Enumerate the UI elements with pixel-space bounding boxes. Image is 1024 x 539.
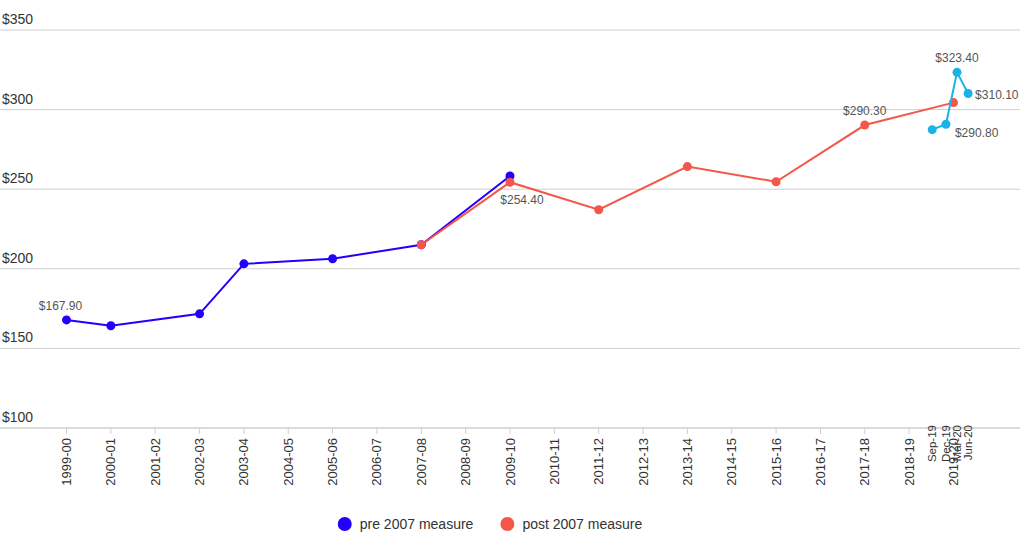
data-label: $254.40 (500, 193, 544, 207)
x-tick (598, 428, 599, 434)
data-label: $167.90 (39, 299, 83, 313)
grid-line (0, 268, 1020, 269)
x-tick (288, 428, 289, 434)
data-point (953, 68, 962, 77)
point-label: Sep-19 (926, 425, 938, 462)
legend-swatch (338, 517, 352, 531)
x-tick-label: 2004-05 (281, 438, 296, 486)
x-tick-label: 2013-14 (680, 438, 695, 486)
data-point (239, 259, 248, 268)
x-tick-label: 2006-07 (369, 438, 384, 486)
x-tick (243, 428, 244, 434)
data-point (106, 321, 115, 330)
data-point (328, 254, 337, 263)
x-tick-label: 2017-18 (857, 438, 872, 486)
y-tick-label: $100 (2, 409, 33, 425)
x-tick (155, 428, 156, 434)
x-tick-label: 2002-03 (192, 438, 207, 486)
series-line (932, 72, 968, 129)
grid (0, 30, 1020, 428)
x-tick (66, 428, 67, 434)
grid-line (0, 30, 1020, 31)
x-tick (776, 428, 777, 434)
chart: $100 $150 $200 $250 $300 $350 1999-00 2000-01 20… (0, 0, 1024, 539)
data-label: $290.80 (955, 126, 999, 140)
y-tick-label: $350 (2, 11, 33, 27)
x-tick-label: 2012-13 (636, 438, 651, 486)
legend-label: pre 2007 measure (360, 516, 474, 532)
x-tick (554, 428, 555, 434)
data-point (417, 240, 426, 249)
x-tick (110, 428, 111, 434)
data-point (683, 162, 692, 171)
x-tick (864, 428, 865, 434)
x-tick (643, 428, 644, 434)
x-tick-label: 2001-02 (148, 438, 163, 486)
data-point (506, 178, 515, 187)
y-tick-label: $150 (2, 329, 33, 345)
x-tick (421, 428, 422, 434)
x-tick-label: 2003-04 (236, 438, 251, 486)
x-tick (199, 428, 200, 434)
x-tick (909, 428, 910, 434)
x-tick-label: 2005-06 (325, 438, 340, 486)
y-tick-label: $250 (2, 170, 33, 186)
x-tick-label: 2011-12 (591, 438, 606, 485)
x-tick (376, 428, 377, 434)
x-tick-label: 1999-00 (59, 438, 74, 486)
data-point (941, 120, 950, 129)
data-point (964, 89, 973, 98)
x-tick (510, 428, 511, 434)
data-label: $290.30 (843, 104, 887, 118)
data-point (928, 125, 937, 134)
data-point (594, 205, 603, 214)
grid-line (0, 348, 1020, 349)
y-tick-label: $300 (2, 91, 33, 107)
legend-label: post 2007 measure (522, 516, 642, 532)
x-tick (820, 428, 821, 434)
series-line (67, 176, 510, 326)
x-tick-label: 2014-15 (724, 438, 739, 486)
series-line (421, 103, 953, 245)
x-tick (332, 428, 333, 434)
labels: $167.90 $254.40 $290.30 $290.80 $323.40 $310.… (39, 51, 1019, 462)
data-label: $310.10 (975, 88, 1019, 102)
x-tick (731, 428, 732, 434)
x-tick-label: 2018-19 (902, 438, 917, 486)
x-tick-label: 2000-01 (103, 438, 118, 486)
data-point (860, 121, 869, 130)
x-tick-label: 2008-09 (458, 438, 473, 486)
data-point (772, 177, 781, 186)
x-tick-label: 2009-10 (503, 438, 518, 486)
x-tick (465, 428, 466, 434)
legend: pre 2007 measure post 2007 measure (338, 516, 643, 532)
point-label: Jun-20 (962, 425, 974, 460)
x-tick-label: 2007-08 (414, 438, 429, 486)
data-label: $323.40 (935, 51, 979, 65)
x-tick-label: 2010-11 (547, 438, 562, 485)
x-tick (687, 428, 688, 434)
grid-line (0, 189, 1020, 190)
data-point (417, 240, 426, 249)
data-point (195, 309, 204, 318)
x-tick-label: 2016-17 (813, 438, 828, 486)
x-tick-label: 2015-16 (769, 438, 784, 486)
data-point (62, 315, 71, 324)
plot-area (62, 68, 973, 330)
y-tick-label: $200 (2, 250, 33, 266)
legend-swatch (500, 517, 514, 531)
